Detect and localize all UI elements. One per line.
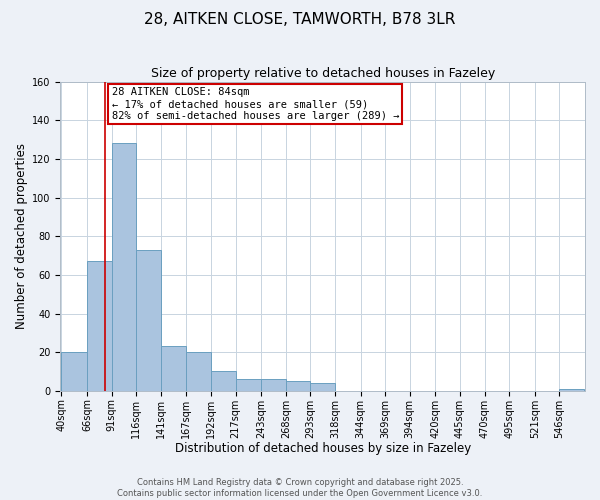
- Bar: [87, 262, 112, 391]
- Y-axis label: Number of detached properties: Number of detached properties: [15, 143, 28, 329]
- Bar: [136, 250, 161, 391]
- Text: 28, AITKEN CLOSE, TAMWORTH, B78 3LR: 28, AITKEN CLOSE, TAMWORTH, B78 3LR: [145, 12, 455, 28]
- Bar: [286, 381, 310, 391]
- Bar: [559, 389, 584, 391]
- Bar: [161, 346, 187, 391]
- Bar: [261, 379, 286, 391]
- X-axis label: Distribution of detached houses by size in Fazeley: Distribution of detached houses by size …: [175, 442, 471, 455]
- Bar: [236, 379, 261, 391]
- Title: Size of property relative to detached houses in Fazeley: Size of property relative to detached ho…: [151, 68, 495, 80]
- Bar: [310, 383, 335, 391]
- Bar: [112, 144, 136, 391]
- Bar: [211, 372, 236, 391]
- Text: Contains HM Land Registry data © Crown copyright and database right 2025.
Contai: Contains HM Land Registry data © Crown c…: [118, 478, 482, 498]
- Bar: [61, 352, 87, 391]
- Text: 28 AITKEN CLOSE: 84sqm
← 17% of detached houses are smaller (59)
82% of semi-det: 28 AITKEN CLOSE: 84sqm ← 17% of detached…: [112, 88, 399, 120]
- Bar: [187, 352, 211, 391]
